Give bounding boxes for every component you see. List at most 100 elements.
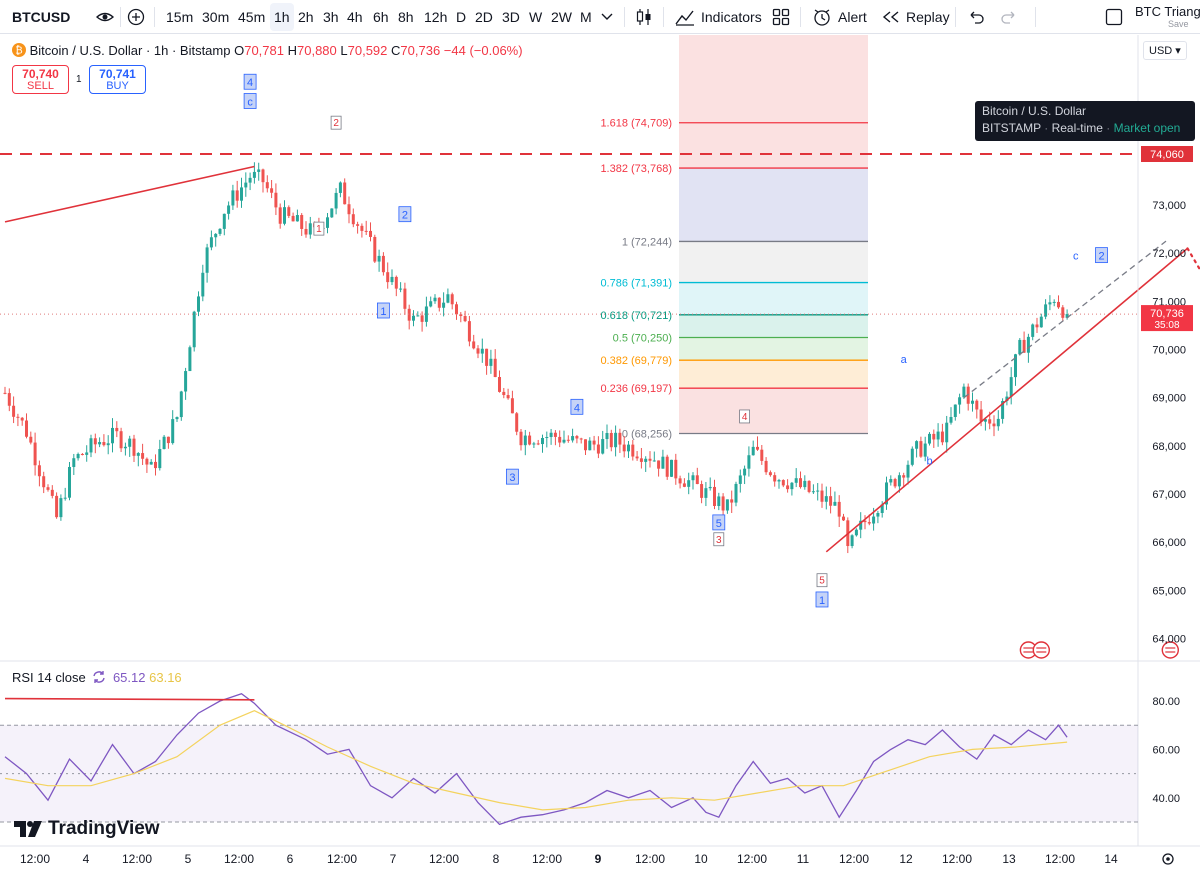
- candle-body: [622, 444, 626, 452]
- interval-4h[interactable]: 4h: [347, 9, 363, 25]
- candle-body: [390, 276, 394, 283]
- interval-2D[interactable]: 2D: [475, 9, 493, 25]
- price-chart[interactable]: 0 (68,256) 0.236 (69,197) 0.382 (69,779) 0.…: [0, 35, 1200, 873]
- candles-icon[interactable]: [634, 0, 654, 34]
- tooltip-feed: Real-time: [1051, 121, 1103, 135]
- candle-body: [889, 479, 893, 483]
- candle-body: [437, 297, 441, 308]
- candle-body: [786, 485, 790, 490]
- interval-2h[interactable]: 2h: [298, 9, 314, 25]
- change-value: −44 (−0.06%): [443, 43, 523, 58]
- wave-label-box: [243, 93, 257, 109]
- fib-label-0: 0 (68,256): [622, 429, 672, 441]
- candle-body: [158, 449, 162, 469]
- candle-body: [102, 442, 106, 446]
- interval-2W[interactable]: 2W: [551, 9, 572, 25]
- fib-label-0.618: 0.618 (70,721): [600, 310, 672, 322]
- candle-body: [115, 427, 119, 432]
- buy-button[interactable]: 70,741 BUY: [89, 65, 146, 94]
- wave-label: 4: [742, 412, 748, 423]
- interval-15m[interactable]: 15m: [166, 9, 194, 25]
- candle-body: [811, 491, 815, 493]
- interval-3D[interactable]: 3D: [502, 9, 520, 25]
- candle-body: [175, 417, 179, 420]
- candle-body: [192, 311, 196, 348]
- tooltip-exchange: BITSTAMP: [982, 121, 1041, 135]
- layout-name[interactable]: BTC Triangl: [1135, 3, 1200, 19]
- wave-label: 4: [247, 77, 253, 89]
- time-tick: 10: [694, 852, 708, 866]
- add-icon[interactable]: [127, 0, 145, 34]
- close-value: 70,736: [400, 43, 441, 58]
- candle-body: [528, 435, 532, 445]
- candle-body: [25, 420, 28, 437]
- interval-D[interactable]: D: [456, 9, 467, 25]
- candle-body: [579, 438, 583, 440]
- resistance-price-tag: [1141, 146, 1193, 162]
- candle-body: [682, 483, 686, 487]
- wave-label-box: [1095, 247, 1108, 264]
- interval-8h[interactable]: 8h: [398, 9, 414, 25]
- candle-body: [506, 395, 510, 399]
- interval-W[interactable]: W: [529, 9, 543, 25]
- candle-body: [1039, 316, 1043, 328]
- candle-body: [717, 496, 721, 506]
- candle-body: [93, 438, 97, 445]
- candle-body: [1035, 324, 1039, 328]
- candle-body: [983, 419, 987, 422]
- wave-label-box: [330, 115, 342, 130]
- candle-body: [928, 433, 931, 444]
- candle-body: [472, 341, 476, 349]
- candle-body: [764, 460, 768, 473]
- wave-label: 3: [716, 535, 722, 546]
- indicators-button[interactable]: Indicators: [675, 0, 762, 34]
- candle-body: [575, 436, 579, 439]
- interval-30m[interactable]: 30m: [202, 9, 230, 25]
- candle-body: [502, 391, 506, 396]
- interval-3h[interactable]: 3h: [323, 9, 339, 25]
- candle-body: [1061, 307, 1065, 318]
- interval-45m[interactable]: 45m: [238, 9, 266, 25]
- candle-body: [794, 478, 798, 483]
- rsi-tick: 40.00: [1152, 793, 1180, 805]
- replay-button[interactable]: Replay: [882, 0, 950, 34]
- time-tick: 13: [1002, 852, 1016, 866]
- compare-icon[interactable]: [96, 0, 114, 34]
- candle-body: [996, 418, 1000, 427]
- sell-button[interactable]: 70,740 SELL: [12, 65, 69, 94]
- candle-body: [334, 192, 338, 209]
- candle-body: [179, 391, 183, 418]
- redo-icon[interactable]: [1000, 0, 1018, 34]
- candle-body: [424, 306, 428, 322]
- candle-body: [760, 449, 764, 461]
- candle-body: [725, 499, 729, 511]
- undo-icon[interactable]: [967, 0, 985, 34]
- candle-body: [618, 432, 622, 445]
- last-price-countdown: 35:08: [1154, 320, 1179, 331]
- candle-body: [790, 482, 794, 490]
- candle-body: [893, 479, 897, 487]
- checkbox-icon[interactable]: [1105, 0, 1123, 34]
- interval-6h[interactable]: 6h: [373, 9, 389, 25]
- rsi-ma-value: 63.16: [149, 670, 182, 685]
- indicators-label: Indicators: [701, 9, 762, 25]
- symbol-search[interactable]: BTCUSD: [12, 9, 71, 25]
- candle-body: [141, 453, 145, 459]
- fib-label-0.786: 0.786 (71,391): [600, 278, 672, 290]
- time-tick: 6: [287, 852, 294, 866]
- low-value: 70,592: [347, 43, 388, 58]
- save-label[interactable]: Save: [1168, 19, 1189, 29]
- templates-icon[interactable]: [772, 0, 790, 34]
- currency-selector[interactable]: USD ▾: [1143, 41, 1187, 60]
- interval-12h[interactable]: 12h: [424, 9, 448, 25]
- candle-body: [872, 516, 876, 524]
- candle-body: [867, 522, 871, 524]
- settings-icon: [1162, 853, 1174, 865]
- chevron-down-icon[interactable]: [601, 0, 613, 34]
- candle-body: [588, 440, 592, 451]
- fib-label-0.382: 0.382 (69,779): [600, 355, 672, 367]
- interval-1h[interactable]: 1h: [270, 3, 294, 31]
- candle-body: [412, 315, 415, 321]
- alert-button[interactable]: Alert: [812, 0, 867, 34]
- interval-M[interactable]: M: [580, 9, 592, 25]
